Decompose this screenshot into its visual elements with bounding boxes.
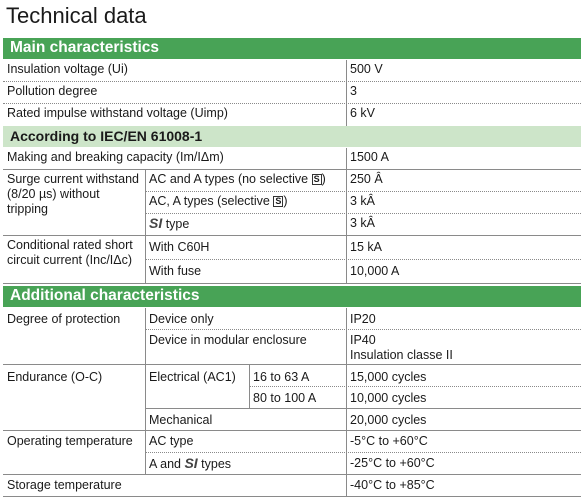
column-divider	[346, 60, 347, 126]
range-label: 80 to 100 A	[253, 391, 317, 405]
section-subheader-iec: According to IEC/EN 61008-1	[3, 126, 581, 147]
table-row: AC type -5°C to +60°C	[145, 431, 581, 453]
table-group-conditional: Conditional rated short circuit current …	[3, 236, 581, 284]
column-divider	[249, 365, 250, 409]
row-label: Making and breaking capacity (Im/IΔm)	[7, 150, 224, 164]
row-sublabel: Device only	[149, 312, 214, 326]
column-divider	[346, 308, 347, 497]
row-sublabel: Device in modular enclosure	[149, 333, 307, 347]
table-row: Mechanical 20,000 cycles	[145, 409, 581, 431]
row-value: IP20	[350, 312, 376, 326]
page-title: Technical data	[6, 3, 147, 28]
row-value: 10,000 cycles	[350, 391, 427, 405]
electrical-cell: Electrical (AC1)	[145, 365, 249, 409]
table-row-spacer	[145, 387, 249, 409]
table-row: AC, A types (selective S) 3 kÂ	[145, 192, 581, 214]
table-group-surge: Surge current withstand (8/20 µs) withou…	[3, 170, 581, 236]
row-value: -25°C to +60°C	[350, 456, 435, 470]
table-row: Rated impulse withstand voltage (Uimp) 6…	[3, 104, 581, 126]
column-divider	[145, 170, 146, 284]
section-header-additional: Additional characteristics	[3, 286, 581, 307]
row-value: 3	[350, 84, 357, 98]
row-sublabel: With fuse	[149, 264, 202, 278]
section-header-main: Main characteristics	[3, 38, 581, 59]
row-label: Storage temperature	[7, 478, 122, 492]
row-label: Conditional rated short circuit current …	[7, 238, 133, 267]
row-value: 1500 A	[350, 150, 389, 164]
si-type-logo: SI	[184, 455, 198, 471]
row-value: 3 kÂ	[350, 194, 376, 208]
table-row: With C60H 15 kA	[145, 236, 581, 260]
table-row: With fuse 10,000 A	[145, 260, 581, 284]
si-type-logo: SI	[149, 215, 163, 231]
row-value: IP40 Insulation classe II	[350, 333, 453, 362]
selective-s-icon: S	[273, 196, 284, 207]
table-row: Device only IP20	[145, 308, 581, 330]
table-group-protection: Degree of protection	[3, 308, 581, 365]
row-label: Endurance (O-C)	[7, 370, 103, 384]
row-value: 20,000 cycles	[350, 413, 427, 427]
row-sublabel: Electrical (AC1)	[149, 370, 236, 384]
row-sublabel: Mechanical	[149, 413, 213, 427]
table-row: Pollution degree 3	[3, 82, 581, 104]
column-divider	[145, 308, 146, 475]
table-row: 16 to 63 A 15,000 cycles	[249, 365, 581, 387]
column-divider	[346, 148, 347, 284]
row-value: 15,000 cycles	[350, 370, 427, 384]
row-label: Pollution degree	[7, 84, 98, 98]
row-value: 10,000 A	[350, 264, 400, 278]
row-label: Operating temperature	[7, 434, 133, 448]
table-row: Insulation voltage (Ui) 500 V	[3, 60, 581, 82]
row-sublabel: AC and A types (no selective S)	[149, 172, 326, 186]
row-sublabel: A and SI types	[149, 455, 232, 472]
row-value: -5°C to +60°C	[350, 434, 428, 448]
row-value: 3 kÂ	[350, 216, 376, 230]
table-group-endurance: Endurance (O-C)	[3, 365, 581, 431]
row-value: 500 V	[350, 62, 383, 76]
table-row: Making and breaking capacity (Im/IΔm) 15…	[3, 148, 581, 170]
row-value: 6 kV	[350, 106, 376, 120]
row-value: 15 kA	[350, 240, 382, 254]
table-row: Storage temperature -40°C to +85°C	[3, 475, 581, 497]
table-group-operating: Operating temperature	[3, 431, 581, 475]
table-row: SI type 3 kÂ	[145, 214, 581, 236]
row-label: Degree of protection	[7, 312, 121, 326]
range-label: 16 to 63 A	[253, 370, 310, 384]
row-sublabel: SI type	[149, 215, 190, 232]
row-label: Rated impulse withstand voltage (Uimp)	[7, 106, 228, 120]
table-row: 80 to 100 A 10,000 cycles	[249, 387, 581, 409]
table-row: A and SI types -25°C to +60°C	[145, 453, 581, 475]
selective-s-icon: S	[311, 174, 322, 185]
row-label: Surge current withstand (8/20 µs) withou…	[7, 172, 140, 216]
row-value: 250 Â	[350, 172, 383, 186]
row-value: -40°C to +85°C	[350, 478, 435, 492]
row-sublabel: AC type	[149, 434, 194, 448]
row-sublabel: With C60H	[149, 240, 210, 254]
table-row: AC and A types (no selective S) 250 Â	[145, 170, 581, 192]
row-sublabel: AC, A types (selective S)	[149, 194, 288, 208]
row-label: Insulation voltage (Ui)	[7, 62, 128, 76]
table-row: Device in modular enclosure IP40 Insulat…	[145, 330, 581, 365]
